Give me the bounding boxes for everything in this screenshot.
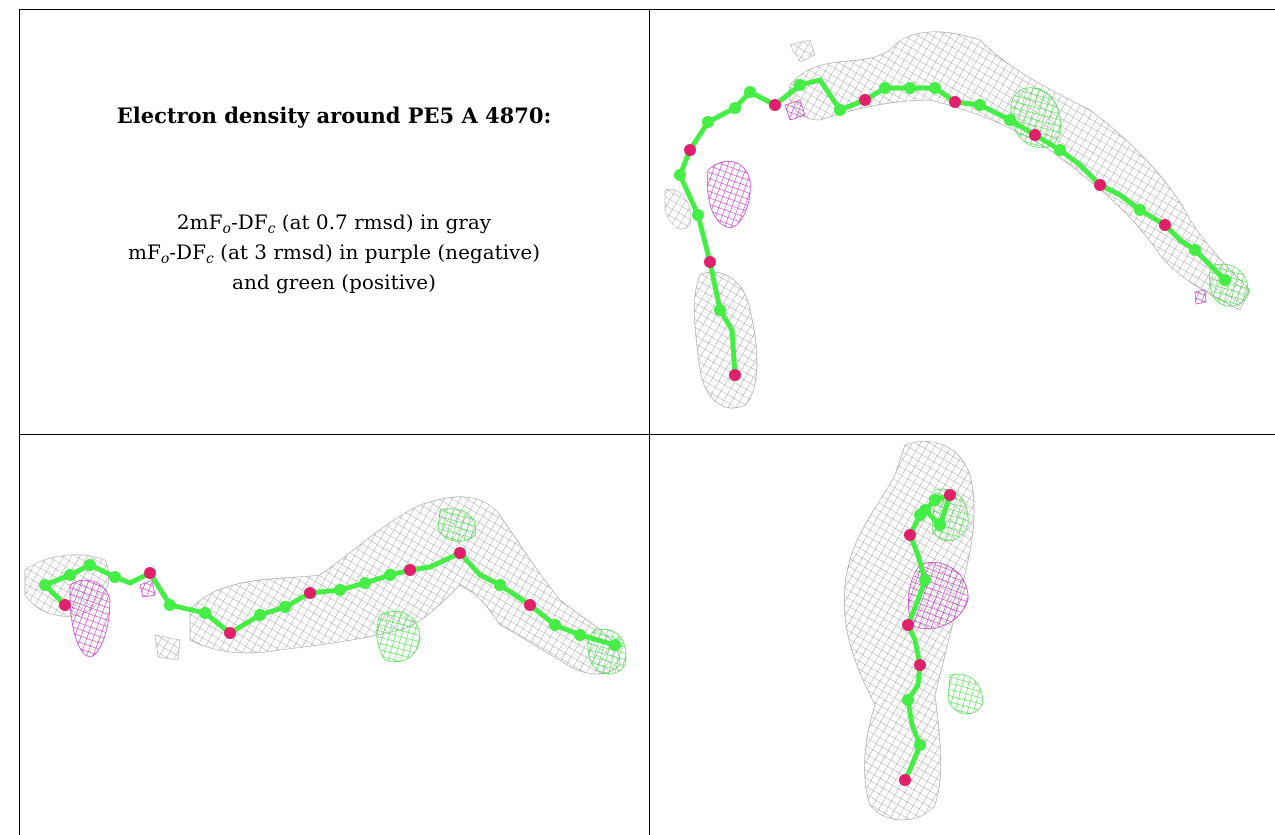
ligand-atoms <box>39 547 621 651</box>
caption-line-mfo: mFo-DFc (at 3 rmsd) in purple (negative) <box>128 240 540 267</box>
ligand-atoms <box>674 79 1231 381</box>
ligand-atoms <box>899 489 956 786</box>
caption-cell: Electron density around PE5 A 4870: 2mFo… <box>19 9 649 434</box>
negative-density <box>69 579 111 658</box>
density-view-bottom-right <box>843 441 983 821</box>
caption-title: Electron density around PE5 A 4870: <box>116 103 552 128</box>
negative-density-small <box>139 579 156 598</box>
density-mesh <box>788 31 1251 311</box>
density-mesh-lower <box>693 271 758 409</box>
density-view-top-right <box>664 31 1251 409</box>
negative-density-small <box>784 99 806 121</box>
positive-density-end <box>587 628 627 675</box>
caption-line-2mfo: 2mFo-DFc (at 0.7 rmsd) in gray <box>176 210 492 237</box>
table-divider-horizontal <box>19 434 1275 435</box>
density-mesh-fragment <box>664 189 692 230</box>
table-border-top <box>19 9 1275 10</box>
density-mesh-fragment-2 <box>789 39 816 63</box>
density-mesh-fragment <box>154 634 181 661</box>
caption-line-green: and green (positive) <box>232 270 436 294</box>
positive-density <box>376 610 421 663</box>
negative-density-small-2 <box>1194 289 1207 305</box>
caption-body: 2mFo-DFc (at 0.7 rmsd) in gray mFo-DFc (… <box>19 207 649 297</box>
density-view-bottom-left <box>24 496 627 675</box>
positive-density-lower <box>947 673 983 715</box>
table-border-left <box>19 9 20 835</box>
positive-density-top <box>437 508 477 542</box>
table-divider-vertical <box>649 9 650 835</box>
negative-density <box>707 161 751 229</box>
positive-density <box>1010 87 1062 149</box>
